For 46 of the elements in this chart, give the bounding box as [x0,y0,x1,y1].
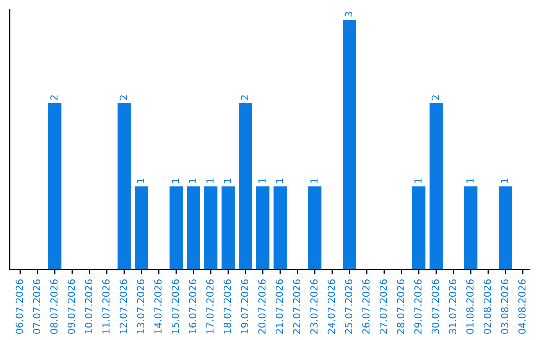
x-tick-label: 12.07.2026 [120,280,128,334]
x-tick-label: 01.08.2026 [466,280,474,334]
x-tick-label: 06.07.2026 [16,280,24,334]
x-tick-label: 26.07.2026 [362,280,370,334]
data-label: 2 [120,96,128,100]
x-tick-label: 04.08.2026 [518,280,526,334]
x-tick-label: 30.07.2026 [432,280,440,334]
data-label: 2 [432,96,440,100]
x-tick-label: 21.07.2026 [276,280,284,334]
x-tick-label: 23.07.2026 [310,280,318,334]
x-tick-label: 18.07.2026 [224,280,232,334]
x-tick-label: 10.07.2026 [85,280,93,334]
data-label: 1 [276,178,284,184]
data-label: 3 [345,12,353,17]
x-tick-label: 08.07.2026 [50,280,58,334]
data-label: 1 [172,178,180,184]
x-tick-label: 02.08.2026 [484,280,492,334]
x-tick-label: 29.07.2026 [414,280,422,334]
x-tick-label: 15.07.2026 [172,280,180,334]
data-label: 1 [258,178,266,184]
x-tick-label: 31.07.2026 [449,280,457,334]
x-tick-label: 22.07.2026 [293,280,301,334]
x-tick-label: 28.07.2026 [397,280,405,334]
x-tick-label: 14.07.2026 [154,280,162,334]
x-tick-label: 03.08.2026 [501,280,509,334]
data-label: 1 [224,178,232,184]
x-tick-label: 24.07.2026 [328,280,336,334]
data-label: 1 [310,178,318,184]
data-label: 2 [241,96,248,100]
data-label: 1 [414,178,422,184]
data-label: 1 [189,178,196,184]
data-label: 2 [50,96,58,100]
x-tick-label: 20.07.2026 [258,280,266,334]
x-tick-label: 19.07.2026 [241,280,249,334]
data-label: 1 [466,178,474,184]
x-tick-label: 07.07.2026 [33,280,41,334]
x-tick-label: 11.07.2026 [102,280,110,334]
x-tick-label: 16.07.2026 [189,280,197,334]
data-label: 1 [501,178,508,184]
x-tick-label: 27.07.2026 [380,280,388,334]
x-tick-label: 09.07.2026 [68,280,76,334]
data-label: 1 [206,178,214,184]
data-label: 1 [137,178,144,184]
x-tick-label: 17.07.2026 [206,280,214,334]
x-tick-label: 25.07.2026 [345,280,353,334]
x-tick-label: 13.07.2026 [137,280,145,334]
